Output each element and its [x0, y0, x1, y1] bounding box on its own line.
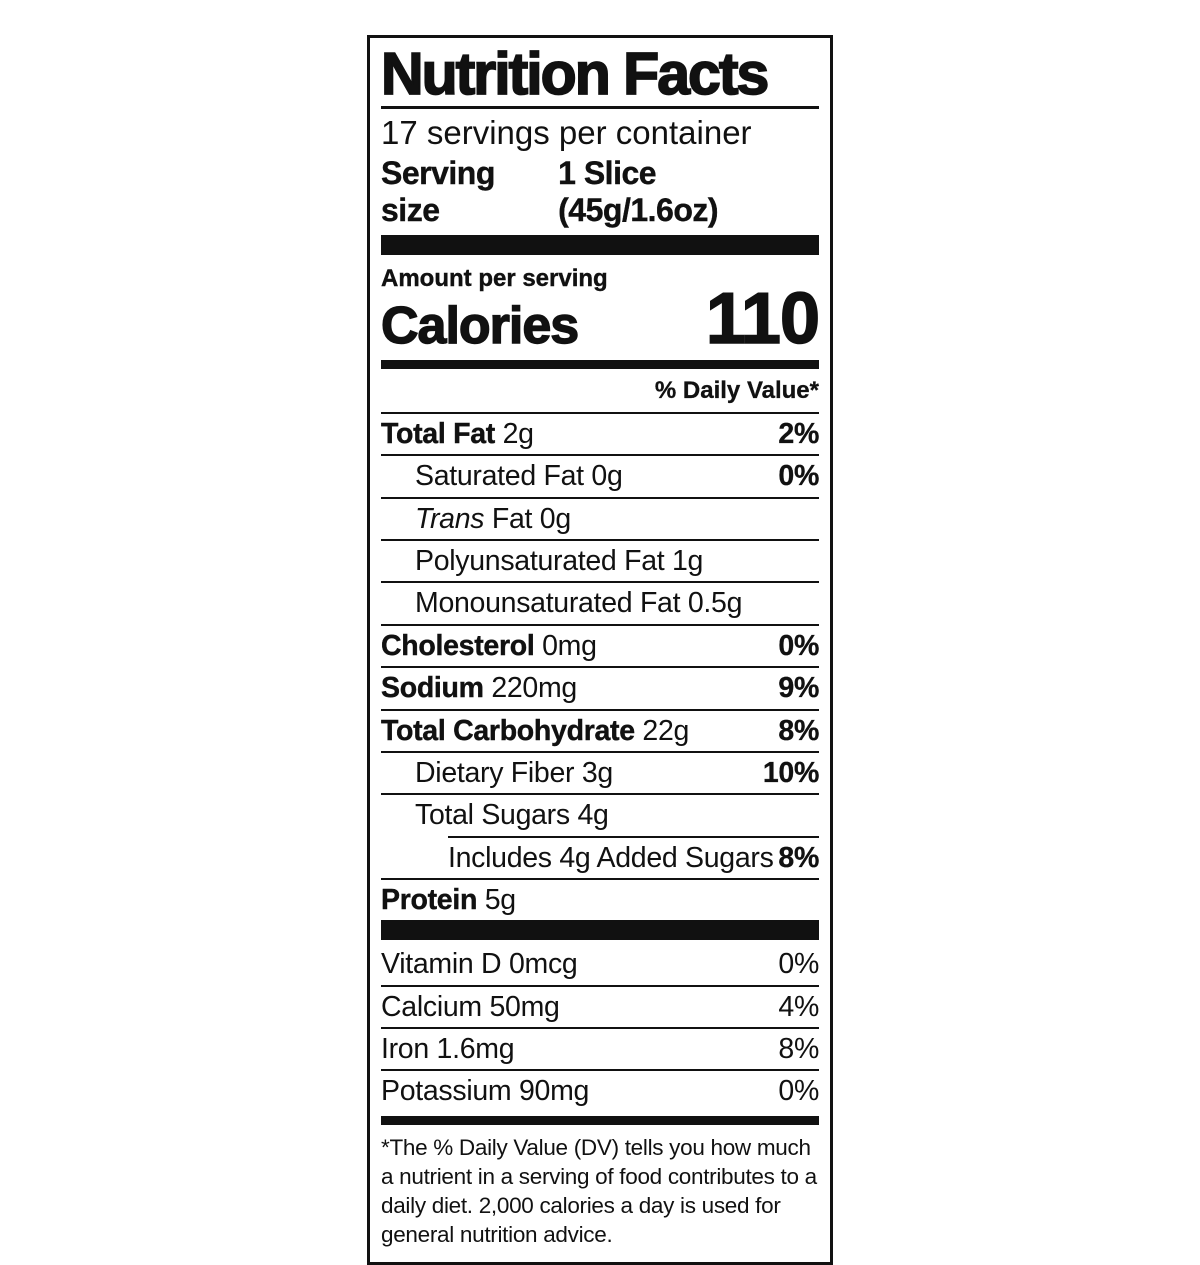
micronutrient-row: Calcium 50mg 4%	[381, 984, 819, 1027]
nutrition-facts-label: Nutrition Facts 17 servings per containe…	[367, 35, 833, 1265]
daily-value-percent: 0%	[778, 629, 819, 662]
serving-size-label: Serving size	[381, 155, 496, 229]
amount-per-serving-label: Amount per serving	[381, 265, 608, 293]
nutrient-row: Trans Fat 0g	[381, 496, 819, 539]
daily-value-percent: 9%	[778, 672, 819, 705]
nutrient-row: Total Sugars 4g	[381, 793, 819, 835]
nutrient-row: Protein 5g	[381, 877, 819, 920]
micronutrient-row: Iron 1.6mg 8%	[381, 1026, 819, 1069]
nutrient-name-amount: Monounsaturated Fat 0.5g	[415, 587, 743, 620]
nutrient-row: Includes 4g Added Sugars 8%	[448, 835, 819, 878]
daily-value-percent: 0%	[778, 1075, 819, 1108]
nutrient-row: Total Carbohydrate 22g 8%	[381, 708, 819, 751]
micronutrient-row: Potassium 90mg 0%	[381, 1069, 819, 1111]
nutrient-name-amount: Trans Fat 0g	[415, 502, 571, 535]
calories-row: Calories 110	[380, 279, 821, 360]
daily-value-percent: 8%	[778, 841, 819, 874]
daily-value-percent: 0%	[778, 460, 819, 493]
daily-value-percent: 4%	[778, 990, 819, 1023]
daily-value-percent: 8%	[778, 714, 819, 747]
serving-size-value: 1 Slice (45g/1.6oz)	[558, 155, 719, 229]
calories-value: 110	[705, 279, 821, 360]
section-divider-bar	[381, 920, 819, 941]
calories-label: Calories	[380, 296, 580, 356]
section-divider-bar	[381, 235, 819, 256]
nutrient-name-amount: Vitamin D 0mcg	[381, 948, 578, 981]
servings-per-container: 17 servings per container	[381, 114, 752, 152]
nutrient-row: Cholesterol 0mg 0%	[381, 623, 819, 666]
nutrient-name-amount: Includes 4g Added Sugars	[448, 841, 774, 874]
nutrient-name-amount: Iron 1.6mg	[381, 1032, 515, 1065]
daily-value-header: % Daily Value*	[654, 377, 819, 405]
micronutrient-rows: Vitamin D 0mcg 0% Calcium 50mg 4% Iron 1.6mg…	[381, 944, 819, 1111]
label-title: Nutrition Facts	[380, 43, 819, 110]
nutrient-name-amount: Saturated Fat 0g	[415, 460, 623, 493]
nutrient-row: Sodium 220mg 9%	[381, 666, 819, 708]
nutrient-name-amount: Total Fat 2g	[381, 418, 534, 451]
nutrient-name-amount: Potassium 90mg	[381, 1075, 590, 1108]
nutrient-row: Saturated Fat 0g 0%	[381, 454, 819, 496]
nutrient-row: Polyunsaturated Fat 1g	[381, 539, 819, 581]
nutrient-name-amount: Protein 5g	[381, 883, 516, 916]
nutrient-name-amount: Total Carbohydrate 22g	[381, 714, 690, 747]
nutrient-row: Dietary Fiber 3g 10%	[381, 750, 820, 793]
nutrient-name-amount: Cholesterol 0mg	[381, 629, 597, 662]
daily-value-percent: 10%	[762, 756, 820, 789]
nutrient-row: Total Fat 2g 2%	[381, 412, 819, 454]
section-divider-bar	[381, 360, 819, 370]
daily-value-percent: 2%	[778, 418, 819, 451]
daily-value-percent: 8%	[778, 1032, 819, 1065]
serving-size-row: Serving size 1 Slice (45g/1.6oz)	[381, 152, 819, 235]
nutrient-name-amount: Total Sugars 4g	[415, 799, 609, 832]
nutrient-name-amount: Dietary Fiber 3g	[415, 756, 613, 789]
daily-value-footnote: *The % Daily Value (DV) tells you how mu…	[381, 1134, 817, 1248]
nutrient-rows: Total Fat 2g 2% Saturated Fat 0g 0% Trans Fa…	[381, 412, 819, 920]
section-divider-bar	[381, 1115, 819, 1125]
nutrient-name-amount: Calcium 50mg	[381, 990, 560, 1023]
nutrient-name-amount: Polyunsaturated Fat 1g	[415, 545, 704, 578]
daily-value-percent: 0%	[778, 948, 819, 981]
micronutrient-row: Vitamin D 0mcg 0%	[381, 944, 819, 984]
nutrient-name-amount: Sodium 220mg	[381, 672, 577, 705]
nutrient-row: Monounsaturated Fat 0.5g	[381, 581, 819, 623]
